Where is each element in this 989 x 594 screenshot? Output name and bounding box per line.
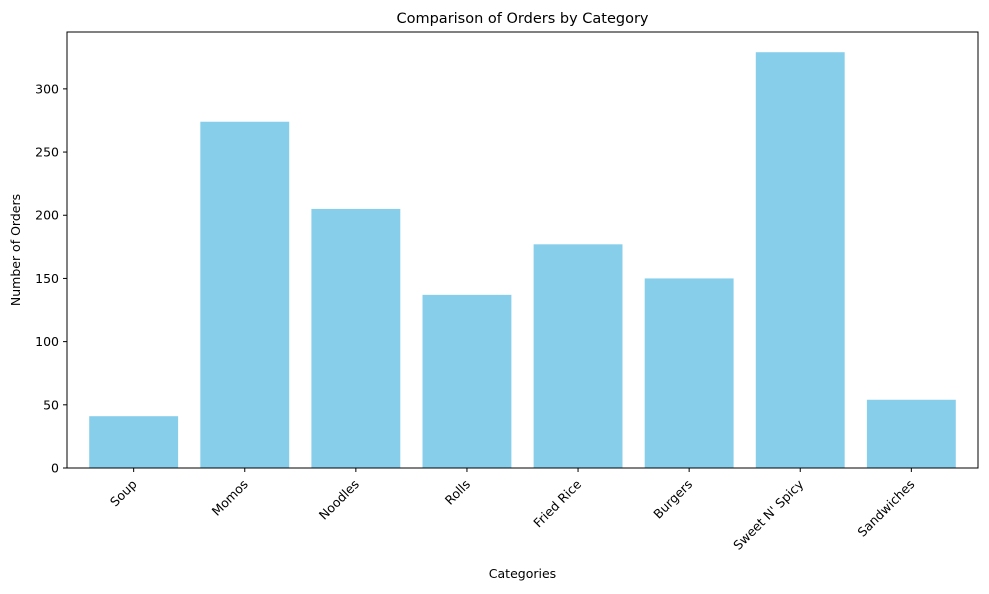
x-tick-label: Burgers [650,477,695,522]
x-tick-label: Fried Rice [530,476,584,530]
bars-layer [89,52,956,468]
bar-momos [200,121,290,468]
y-tick-label: 200 [35,208,59,223]
y-tick-label: 0 [51,461,59,476]
y-tick-label: 150 [35,271,59,286]
x-tick-label: Rolls [442,477,473,508]
x-tick-label: Soup [107,476,140,509]
x-axis: Soup Momos Noodles Rolls Fried Rice Burgers Sw… [107,468,917,553]
y-axis: 0 50 100 150 200 250 300 [35,81,67,476]
y-tick-label: 250 [35,145,59,160]
y-tick-label: 300 [35,81,59,96]
chart-title: Comparison of Orders by Category [396,11,648,27]
bar-noodles [311,208,401,468]
bar-burgers [644,278,734,468]
x-tick-label: Momos [209,477,251,519]
x-tick-label: Noodles [316,477,362,523]
bar-rolls [422,294,512,468]
x-tick-label: Sandwiches [854,477,917,540]
x-tick-label: Sweet N' Spicy [730,476,807,553]
bar-sandwiches [866,399,956,468]
bar-fried-rice [533,244,623,468]
y-axis-label: Number of Orders [8,194,23,306]
x-axis-label: Categories [489,566,556,581]
bar-soup [89,416,179,468]
plot-frame [66,31,979,469]
y-tick-label: 100 [35,334,59,349]
y-tick-label: 50 [43,397,59,412]
bar-sweet-n-spicy [755,52,845,468]
